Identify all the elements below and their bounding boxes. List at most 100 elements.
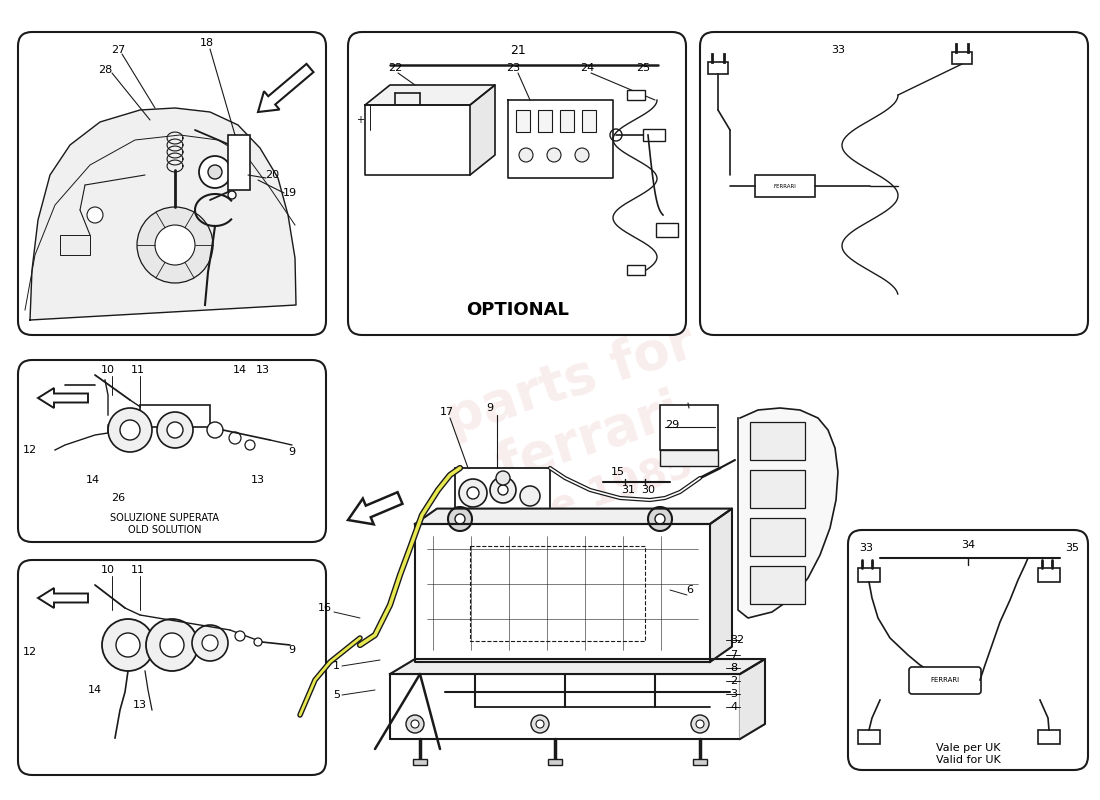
Bar <box>1038 568 1060 582</box>
Polygon shape <box>30 108 296 320</box>
Text: 9: 9 <box>288 645 296 655</box>
Circle shape <box>229 432 241 444</box>
Circle shape <box>208 165 222 179</box>
Circle shape <box>192 625 228 661</box>
Circle shape <box>228 191 236 199</box>
Polygon shape <box>39 588 88 608</box>
Bar <box>660 450 718 466</box>
Text: 9: 9 <box>486 403 494 413</box>
Circle shape <box>691 715 710 733</box>
Circle shape <box>465 508 475 518</box>
Circle shape <box>102 619 154 671</box>
Bar <box>548 759 562 765</box>
Polygon shape <box>365 85 495 105</box>
Circle shape <box>167 422 183 438</box>
Circle shape <box>406 715 424 733</box>
Circle shape <box>238 168 246 176</box>
Bar <box>538 110 552 132</box>
Circle shape <box>696 720 704 728</box>
Polygon shape <box>508 100 613 178</box>
Text: 26: 26 <box>111 493 125 503</box>
Polygon shape <box>415 524 710 662</box>
Bar <box>660 405 718 450</box>
Circle shape <box>116 633 140 657</box>
Polygon shape <box>470 85 495 175</box>
Text: 30: 30 <box>641 485 654 495</box>
Bar <box>693 759 707 765</box>
Bar <box>582 110 596 132</box>
Bar <box>750 518 805 556</box>
Circle shape <box>254 638 262 646</box>
Circle shape <box>87 207 103 223</box>
Text: 12: 12 <box>23 647 37 657</box>
Bar <box>952 52 972 64</box>
Bar <box>140 405 210 427</box>
Polygon shape <box>710 509 732 662</box>
Bar <box>516 110 530 132</box>
Polygon shape <box>348 492 403 524</box>
Text: 27: 27 <box>111 45 125 55</box>
Circle shape <box>498 485 508 495</box>
Bar <box>755 175 815 197</box>
Circle shape <box>468 487 478 499</box>
Bar <box>750 422 805 460</box>
Bar <box>627 265 645 275</box>
Text: 19: 19 <box>283 188 297 198</box>
Bar <box>470 546 645 641</box>
Bar <box>644 129 666 141</box>
Circle shape <box>146 619 198 671</box>
Circle shape <box>519 148 534 162</box>
Text: 13: 13 <box>251 475 265 485</box>
Circle shape <box>234 141 242 149</box>
Bar <box>708 62 728 74</box>
Text: 28: 28 <box>98 65 112 75</box>
Circle shape <box>496 471 510 485</box>
Text: OLD SOLUTION: OLD SOLUTION <box>129 525 201 535</box>
Text: Vale per UK: Vale per UK <box>936 743 1000 753</box>
Text: 4: 4 <box>730 702 737 712</box>
Bar <box>750 470 805 508</box>
Text: OPTIONAL: OPTIONAL <box>466 301 570 319</box>
Polygon shape <box>415 509 732 524</box>
FancyBboxPatch shape <box>18 560 326 775</box>
Circle shape <box>160 633 184 657</box>
Circle shape <box>490 477 516 503</box>
Text: 11: 11 <box>131 365 145 375</box>
FancyBboxPatch shape <box>348 32 686 335</box>
Circle shape <box>575 148 589 162</box>
Text: 2: 2 <box>730 676 737 686</box>
Text: 1: 1 <box>333 661 340 671</box>
Text: 33: 33 <box>830 45 845 55</box>
Text: 14: 14 <box>86 475 100 485</box>
Text: 10: 10 <box>101 565 116 575</box>
Text: 6: 6 <box>686 585 693 595</box>
Text: SOLUZIONE SUPERATA: SOLUZIONE SUPERATA <box>110 513 220 523</box>
Circle shape <box>155 225 195 265</box>
Text: 21: 21 <box>510 43 526 57</box>
Circle shape <box>459 479 487 507</box>
Bar <box>60 235 90 255</box>
Bar <box>750 566 805 604</box>
Text: 3: 3 <box>730 689 737 699</box>
Text: 7: 7 <box>730 650 737 660</box>
Circle shape <box>235 631 245 641</box>
Circle shape <box>531 715 549 733</box>
Bar <box>228 135 250 190</box>
Circle shape <box>138 207 213 283</box>
Text: FERRARI: FERRARI <box>773 183 796 189</box>
Circle shape <box>245 440 255 450</box>
Text: since 1985: since 1985 <box>462 446 697 554</box>
Bar <box>1038 730 1060 744</box>
Text: 35: 35 <box>1065 543 1079 553</box>
FancyBboxPatch shape <box>700 32 1088 335</box>
Text: 14: 14 <box>233 365 248 375</box>
Circle shape <box>411 720 419 728</box>
Bar <box>858 568 880 582</box>
FancyBboxPatch shape <box>18 360 326 542</box>
Polygon shape <box>738 408 838 618</box>
Bar <box>455 468 550 523</box>
FancyBboxPatch shape <box>848 530 1088 770</box>
Text: 14: 14 <box>88 685 102 695</box>
Text: FERRARI: FERRARI <box>931 677 959 683</box>
Polygon shape <box>365 105 470 175</box>
